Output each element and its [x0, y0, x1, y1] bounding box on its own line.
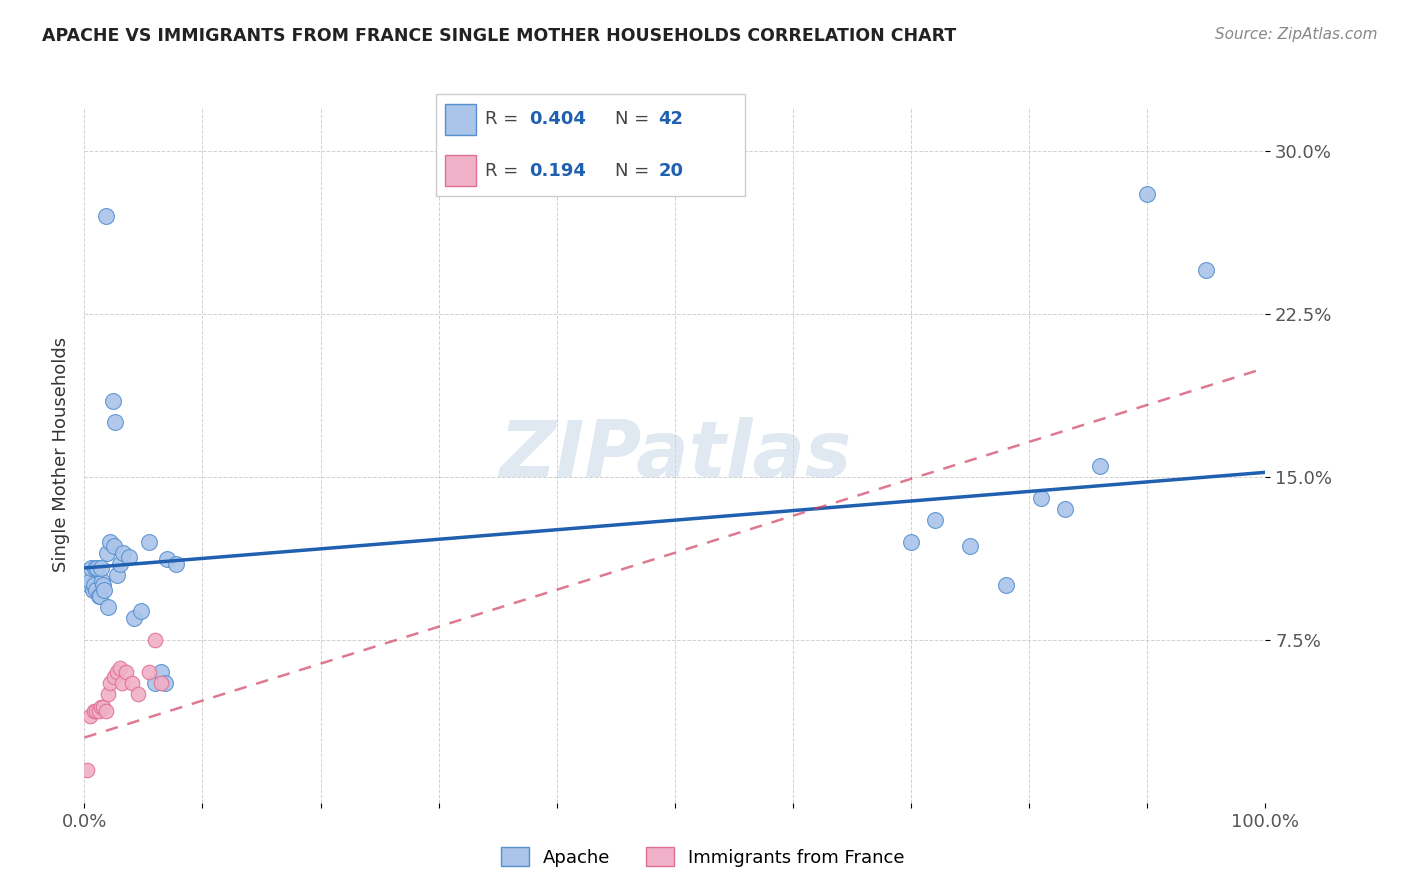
Point [108, 661, 131, 675]
Text: Source: ZipAtlas.com: Source: ZipAtlas.com [1215, 27, 1378, 42]
Point [86, 561, 108, 575]
Point [79, 708, 101, 723]
Point [118, 550, 141, 565]
Point [96, 546, 118, 560]
Point [114, 665, 136, 680]
Point [108, 557, 131, 571]
Point [156, 552, 179, 566]
Point [103, 670, 125, 684]
Point [91, 574, 114, 588]
Point [82, 582, 104, 597]
Point [97, 687, 120, 701]
Point [76, 763, 98, 777]
Point [87, 705, 110, 719]
Point [90, 561, 112, 575]
Point [89, 589, 111, 603]
Point [122, 611, 145, 625]
Point [103, 539, 125, 553]
Point [80, 561, 103, 575]
Point [143, 632, 166, 647]
Point [97, 600, 120, 615]
Text: 20: 20 [658, 161, 683, 179]
FancyBboxPatch shape [446, 104, 477, 135]
Point [93, 582, 115, 597]
Point [90, 700, 112, 714]
Text: 0.404: 0.404 [529, 111, 585, 128]
Point [150, 676, 173, 690]
Point [150, 665, 173, 680]
Point [91, 700, 114, 714]
Point [94, 705, 117, 719]
Point [143, 676, 166, 690]
FancyBboxPatch shape [446, 155, 477, 186]
Point [900, 535, 922, 549]
Point [994, 578, 1017, 592]
Point [98, 535, 121, 549]
Point [84, 582, 107, 597]
Text: 42: 42 [658, 111, 683, 128]
Point [104, 415, 127, 429]
Point [94, 209, 117, 223]
Point [91, 578, 114, 592]
Point [111, 676, 134, 690]
Legend: Apache, Immigrants from France: Apache, Immigrants from France [495, 840, 911, 874]
Text: N =: N = [616, 161, 655, 179]
Text: 0.194: 0.194 [529, 161, 585, 179]
Point [153, 676, 176, 690]
Point [83, 705, 105, 719]
Point [1029, 491, 1052, 506]
Point [1195, 263, 1218, 277]
FancyBboxPatch shape [436, 94, 745, 196]
Point [87, 589, 110, 603]
Point [84, 705, 107, 719]
Point [924, 513, 946, 527]
Point [84, 561, 107, 575]
Point [107, 567, 129, 582]
Point [1136, 186, 1159, 201]
Point [1088, 458, 1111, 473]
Point [127, 687, 149, 701]
Y-axis label: Single Mother Households: Single Mother Households [52, 337, 70, 573]
Point [98, 676, 121, 690]
Point [112, 546, 135, 560]
Point [77, 578, 100, 592]
Text: N =: N = [616, 111, 655, 128]
Point [79, 574, 101, 588]
Point [959, 539, 981, 553]
Point [129, 605, 152, 619]
Point [83, 578, 105, 592]
Text: R =: R = [485, 111, 524, 128]
Text: ZIPatlas: ZIPatlas [499, 417, 851, 493]
Point [1053, 502, 1076, 516]
Text: APACHE VS IMMIGRANTS FROM FRANCE SINGLE MOTHER HOUSEHOLDS CORRELATION CHART: APACHE VS IMMIGRANTS FROM FRANCE SINGLE … [42, 27, 956, 45]
Point [121, 676, 143, 690]
Point [138, 665, 160, 680]
Point [107, 665, 129, 680]
Point [101, 393, 124, 408]
Point [138, 535, 160, 549]
Point [166, 557, 188, 571]
Text: R =: R = [485, 161, 530, 179]
